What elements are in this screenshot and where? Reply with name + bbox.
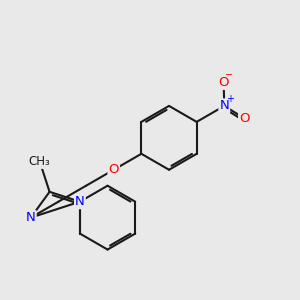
Text: N: N	[219, 99, 229, 112]
Text: O: O	[109, 163, 119, 176]
Text: −: −	[225, 70, 233, 80]
Text: CH₃: CH₃	[29, 155, 51, 168]
Text: O: O	[239, 112, 250, 125]
Text: +: +	[226, 94, 234, 104]
Text: N: N	[26, 211, 36, 224]
Text: N: N	[75, 195, 85, 208]
Text: O: O	[218, 76, 229, 89]
